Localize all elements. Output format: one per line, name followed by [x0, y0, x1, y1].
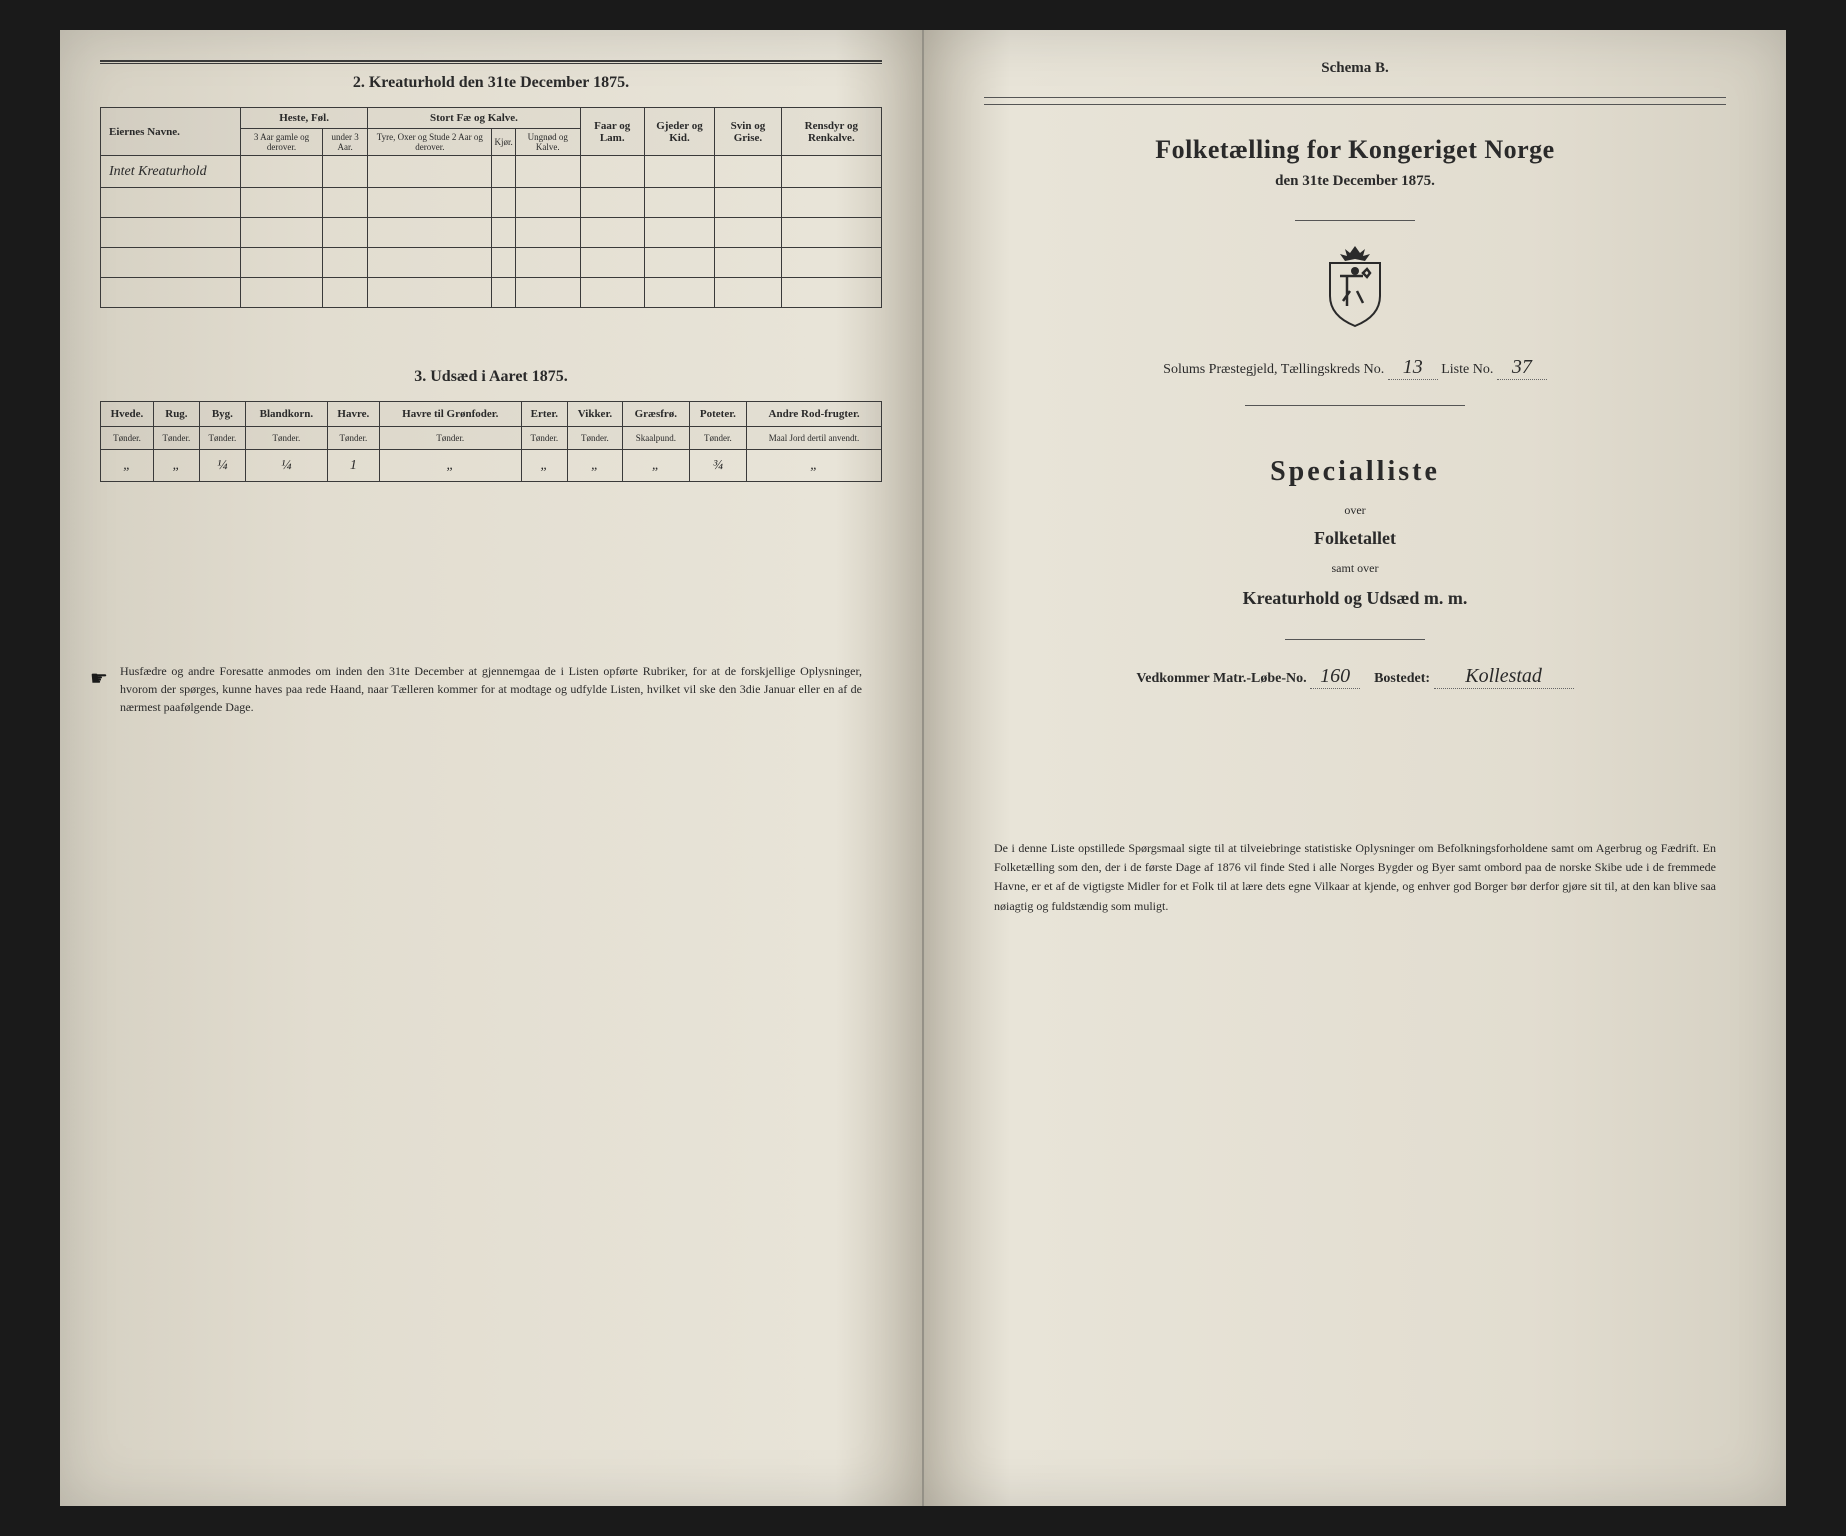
u3: Tønder. [199, 427, 245, 450]
sub-h1: 3 Aar gamle og derover. [241, 129, 323, 156]
folketallet: Folketallet [964, 528, 1746, 549]
sub-h2: under 3 Aar. [323, 129, 368, 156]
u1: Tønder. [101, 427, 154, 450]
matr-no: 160 [1310, 665, 1360, 689]
prefix1: Solums Præstegjeld, Tællingskreds No. [1163, 362, 1384, 377]
c10: Poteter. [689, 402, 746, 427]
document-scan: 2. Kreaturhold den 31te December 1875. E… [60, 30, 1786, 1506]
u10: Tønder. [689, 427, 746, 450]
c5: Havre. [327, 402, 379, 427]
liste-no: 37 [1497, 356, 1547, 380]
main-subtitle: den 31te December 1875. [964, 173, 1746, 190]
c8: Vikker. [567, 402, 622, 427]
middle2: Bostedet: [1374, 671, 1430, 686]
table-row [101, 248, 882, 278]
prefix2: Vedkommer Matr.-Løbe-No. [1136, 671, 1306, 686]
u7: Tønder. [521, 427, 567, 450]
c2: Rug. [153, 402, 199, 427]
c11: Andre Rod-frugter. [747, 402, 882, 427]
col-names: Eiernes Navne. [101, 108, 241, 156]
rule [984, 104, 1726, 105]
section2-title: 2. Kreaturhold den 31te December 1875. [100, 74, 882, 92]
footnote-text: Husfædre og andre Foresatte anmodes om i… [120, 664, 862, 714]
rule [1245, 405, 1465, 406]
livestock-table: Eiernes Navne. Heste, Føl. Stort Fæ og K… [100, 107, 882, 308]
top-rule [100, 60, 882, 64]
v9: „ [623, 450, 690, 482]
sub-h5: Ungnød og Kalve. [515, 129, 580, 156]
kreds-no: 13 [1388, 356, 1438, 380]
samt-over: samt over [964, 561, 1746, 576]
left-page: 2. Kreaturhold den 31te December 1875. E… [60, 30, 924, 1506]
middle1: Liste No. [1441, 362, 1493, 377]
u8: Tønder. [567, 427, 622, 450]
u5: Tønder. [327, 427, 379, 450]
col-pigs: Svin og Grise. [715, 108, 781, 156]
rule [984, 97, 1726, 98]
c1: Hvede. [101, 402, 154, 427]
rule [1295, 220, 1415, 221]
right-page: Schema B. Folketælling for Kongeriget No… [924, 30, 1786, 1506]
over-text: over [964, 503, 1746, 518]
u2: Tønder. [153, 427, 199, 450]
schema-label: Schema B. [964, 60, 1746, 77]
v4: ¼ [245, 450, 327, 482]
col-cattle: Stort Fæ og Kalve. [368, 108, 580, 129]
table-row [101, 278, 882, 308]
specialliste-title: Specialliste [964, 456, 1746, 488]
u6: Tønder. [379, 427, 521, 450]
kreatur-title: Kreaturhold og Udsæd m. m. [964, 588, 1746, 609]
v2: „ [153, 450, 199, 482]
u4: Tønder. [245, 427, 327, 450]
v7: „ [521, 450, 567, 482]
coat-of-arms-icon [1315, 241, 1395, 331]
c9: Græsfrø. [623, 402, 690, 427]
u9: Skaalpund. [623, 427, 690, 450]
section3-title: 3. Udsæd i Aaret 1875. [100, 368, 882, 386]
table-row [101, 218, 882, 248]
main-title: Folketælling for Kongeriget Norge [964, 135, 1746, 165]
bosted: Kollestad [1434, 665, 1574, 689]
col-horses: Heste, Føl. [241, 108, 368, 129]
c4: Blandkorn. [245, 402, 327, 427]
form-line-2: Vedkommer Matr.-Løbe-No. 160 Bostedet: K… [964, 665, 1746, 689]
table-row [101, 188, 882, 218]
v10: ¾ [689, 450, 746, 482]
col-sheep: Faar og Lam. [580, 108, 644, 156]
pointer-icon: ☛ [90, 664, 108, 694]
table-row: „ „ ¼ ¼ 1 „ „ „ „ ¾ „ [101, 450, 882, 482]
col-reindeer: Rensdyr og Renkalve. [781, 108, 881, 156]
sub-h3: Tyre, Oxer og Stude 2 Aar og derover. [368, 129, 492, 156]
left-footnote: ☛ Husfædre og andre Foresatte anmodes om… [100, 662, 882, 716]
v1: „ [101, 450, 154, 482]
c7: Erter. [521, 402, 567, 427]
u11: Maal Jord dertil anvendt. [747, 427, 882, 450]
v3: ¼ [199, 450, 245, 482]
rule [1285, 639, 1425, 640]
form-line-1: Solums Præstegjeld, Tællingskreds No. 13… [964, 356, 1746, 380]
table-row: Intet Kreaturhold [101, 156, 882, 188]
sub-h4: Kjør. [492, 129, 515, 156]
row1-name: Intet Kreaturhold [101, 156, 241, 188]
col-goats: Gjeder og Kid. [644, 108, 715, 156]
seed-table: Hvede. Rug. Byg. Blandkorn. Havre. Havre… [100, 401, 882, 482]
c3: Byg. [199, 402, 245, 427]
right-footnote: De i denne Liste opstillede Spørgsmaal s… [964, 839, 1746, 916]
v5: 1 [327, 450, 379, 482]
v11: „ [747, 450, 882, 482]
v6: „ [379, 450, 521, 482]
v8: „ [567, 450, 622, 482]
c6: Havre til Grønfoder. [379, 402, 521, 427]
